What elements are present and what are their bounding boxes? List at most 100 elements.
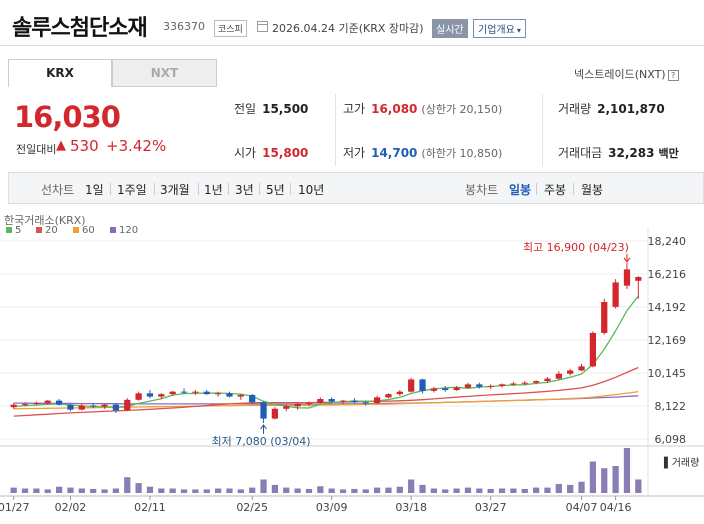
high-arrow-head-icon xyxy=(623,257,631,263)
candle-body xyxy=(271,408,279,419)
lower-limit: (하한가 10,850) xyxy=(421,147,503,160)
period-3m[interactable]: 3개월 xyxy=(160,183,190,197)
volume-bar xyxy=(90,488,97,493)
volume-bar xyxy=(601,468,608,493)
volume-bar xyxy=(44,489,51,493)
volume-bar xyxy=(180,489,188,493)
upper-limit: (상한가 20,150) xyxy=(421,103,503,116)
candle-body xyxy=(487,385,494,387)
candle-monthly[interactable]: 월봉 xyxy=(581,183,604,197)
candle-body xyxy=(442,388,449,391)
volume-bar xyxy=(328,488,335,493)
y-tick-label: 6,098 xyxy=(655,433,687,446)
ma20-line xyxy=(13,366,639,417)
separator xyxy=(154,183,155,195)
caret-down-icon: ▾ xyxy=(516,26,521,35)
volume-bar xyxy=(317,486,324,493)
company-overview-dropdown[interactable]: 기업개요 ▾ xyxy=(473,19,526,38)
volume-bar xyxy=(464,487,472,493)
volume-bar xyxy=(260,479,267,493)
volume-bar xyxy=(476,488,483,493)
candle-body xyxy=(510,383,517,385)
stat-value: 15,500 xyxy=(262,102,309,116)
stat-low: 저가 14,700 (하한가 10,850) xyxy=(343,144,502,161)
nextrade-link[interactable]: 넥스트레이드(NXT)? xyxy=(574,66,679,82)
x-tick-label: 04/16 xyxy=(600,501,632,514)
volume-bar xyxy=(192,489,199,493)
candle-body xyxy=(67,404,74,410)
candle-body xyxy=(305,403,313,405)
volume-bar xyxy=(544,487,551,493)
high-annotation: 최고 16,900 (04/23) xyxy=(523,241,629,254)
volume-bar xyxy=(78,488,85,493)
volume-bar xyxy=(226,488,233,493)
calendar-icon xyxy=(257,21,268,32)
stat-divider xyxy=(335,94,336,166)
volume-bar xyxy=(396,486,403,493)
candle-body xyxy=(623,269,631,286)
stat-value: 32,283 xyxy=(608,146,655,160)
period-1y[interactable]: 1년 xyxy=(204,183,223,197)
current-price: 16,030 xyxy=(14,100,121,134)
realtime-button[interactable]: 실시간 xyxy=(432,19,468,38)
separator xyxy=(228,183,229,195)
volume-bar xyxy=(237,489,244,493)
candle-body xyxy=(362,402,369,404)
stock-header: 솔루스첨단소재 336370 코스피 2026.04.24 기준(KRX 장마감… xyxy=(0,0,704,46)
period-5y[interactable]: 5년 xyxy=(266,183,285,197)
candle-body xyxy=(169,391,176,395)
candle-body xyxy=(249,394,256,403)
legend-swatch xyxy=(110,227,116,233)
volume-bar xyxy=(21,488,29,493)
candle-daily[interactable]: 일봉 xyxy=(509,183,532,197)
change-rate: +3.42% xyxy=(106,137,167,155)
stat-trade-value: 거래대금 32,283 백만 xyxy=(558,144,679,161)
base-date: 2026.04.24 기준(KRX 장마감) xyxy=(272,22,424,35)
stat-value: 16,080 xyxy=(371,102,418,116)
candle-body xyxy=(294,403,301,407)
candle-body xyxy=(521,382,528,384)
tab-nxt[interactable]: NXT xyxy=(112,59,217,87)
y-tick-label: 12,169 xyxy=(648,334,687,347)
volume-bar xyxy=(10,487,17,493)
separator xyxy=(536,183,537,195)
volume-label: ▌거래량 xyxy=(663,456,699,469)
candle-body xyxy=(601,301,608,333)
market-badge: 코스피 xyxy=(214,20,247,37)
candle-weekly[interactable]: 주봉 xyxy=(544,183,567,197)
period-10y[interactable]: 10년 xyxy=(298,183,325,197)
volume-bar xyxy=(442,489,449,493)
stat-value: 2,101,870 xyxy=(597,102,665,116)
change-amount: 530 xyxy=(70,137,99,155)
period-1w[interactable]: 1주일 xyxy=(117,183,147,197)
price-chart[interactable]: 18,240 16,216 14,192 12,169 10,145 8,122 6,098… xyxy=(0,208,704,524)
candle-body xyxy=(396,391,403,395)
tab-krx[interactable]: KRX xyxy=(8,59,112,87)
candle-body xyxy=(419,379,426,391)
candlestick-chart: 18,240 16,216 14,192 12,169 10,145 8,122 6,098… xyxy=(0,214,704,514)
stock-code: 336370 xyxy=(163,20,205,33)
volume-bar xyxy=(385,487,392,493)
volume-bar xyxy=(55,486,63,493)
period-3y[interactable]: 3년 xyxy=(235,183,254,197)
exchange-label: 한국거래소(KRX) xyxy=(4,214,86,227)
candle-body xyxy=(555,373,562,379)
up-arrow-icon: ▲ xyxy=(56,138,66,153)
separator xyxy=(290,183,291,195)
volume-bar xyxy=(612,466,619,493)
stat-prev: 전일 15,500 xyxy=(234,100,308,117)
stat-label: 거래량 xyxy=(558,102,592,116)
y-tick-label: 16,216 xyxy=(648,268,687,281)
info-icon[interactable]: ? xyxy=(667,69,679,81)
candle-body xyxy=(90,405,97,407)
candle-body xyxy=(430,388,438,391)
x-tick-label: 03/18 xyxy=(395,501,427,514)
candle-body xyxy=(317,399,324,404)
x-tick-label: 04/07 xyxy=(566,501,598,514)
candle-body xyxy=(578,366,585,371)
y-tick-label: 10,145 xyxy=(648,367,687,380)
volume-bar xyxy=(135,483,142,493)
volume-bar xyxy=(589,461,597,493)
period-1d[interactable]: 1일 xyxy=(85,183,104,197)
stock-name: 솔루스첨단소재 xyxy=(12,16,148,41)
